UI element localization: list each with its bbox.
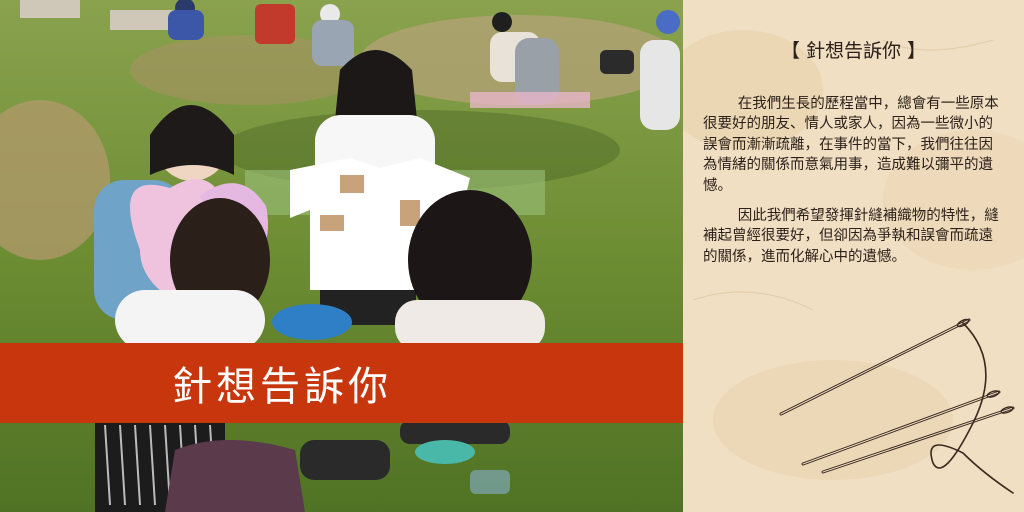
banner-title: 針想告訴你 bbox=[172, 364, 392, 410]
event-photo bbox=[0, 0, 683, 512]
paragraph-1: 在我們生長的歷程當中，總會有一些原本很要好的朋友、情人或家人，因為一些微小的誤會… bbox=[703, 96, 999, 194]
needles-icon bbox=[779, 318, 1015, 494]
description-panel: 【 針想告訴你 】 在我們生長的歷程當中，總會有一些原本很要好的朋友、情人或家人… bbox=[683, 0, 1024, 512]
paragraph-2: 因此我們希望發揮針縫補織物的特性，縫補起曾經很要好，但卻因為爭執和誤會而疏遠的關… bbox=[703, 208, 999, 265]
paper-texture bbox=[683, 0, 1024, 512]
title-banner: 針想告訴你 bbox=[0, 343, 683, 423]
panel-body: 在我們生長的歷程當中，總會有一些原本很要好的朋友、情人或家人，因為一些微小的誤會… bbox=[703, 94, 1001, 277]
panel-heading: 【 針想告訴你 】 bbox=[780, 40, 927, 62]
photo-illustration bbox=[0, 0, 683, 512]
